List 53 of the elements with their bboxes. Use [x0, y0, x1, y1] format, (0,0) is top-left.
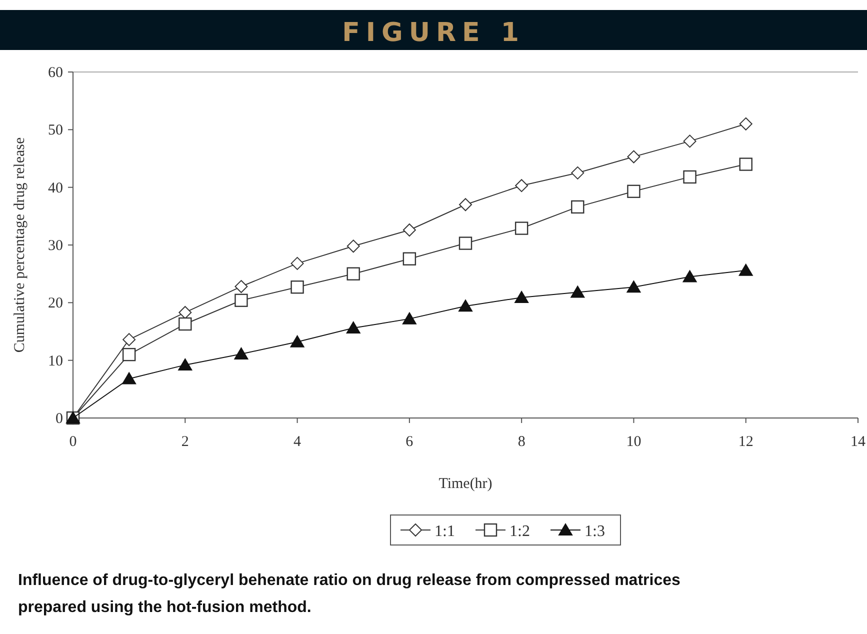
chart-title: FIGURE 1 — [342, 18, 525, 48]
point — [515, 179, 528, 192]
x-tick-label: 4 — [294, 434, 302, 450]
point — [458, 236, 472, 250]
point — [402, 224, 416, 237]
point — [458, 300, 472, 312]
y-axis-title: Cumulative percentage drug release — [12, 137, 28, 353]
x-tick-label: 14 — [850, 434, 866, 450]
point — [571, 200, 584, 214]
y-tick-label: 20 — [48, 296, 63, 312]
point — [626, 280, 641, 293]
point — [627, 184, 640, 198]
point — [290, 280, 304, 294]
y-tick-label: 0 — [56, 411, 63, 427]
y-tick-label: 40 — [48, 180, 63, 196]
point — [402, 312, 416, 324]
legend-label: 1:1 — [434, 523, 455, 540]
x-tick-label: 2 — [181, 434, 189, 450]
x-axis-title: Time(hr) — [438, 476, 492, 492]
point — [346, 267, 360, 280]
point — [290, 335, 304, 348]
x-tick-label: 0 — [69, 434, 77, 450]
point — [739, 158, 752, 171]
point — [514, 222, 528, 235]
point — [122, 372, 136, 384]
point — [570, 286, 585, 298]
y-tick-label: 30 — [48, 238, 63, 254]
legend-label: 1:2 — [510, 523, 530, 540]
point — [122, 333, 136, 346]
text: Influence of drug-to-glyceryl behenate ratio on drug release from compressed matrices prepared using the hot-fusion method. — [18, 572, 680, 616]
y-tick-label: 60 — [48, 65, 63, 81]
point — [682, 270, 697, 282]
y-tick-label: 50 — [48, 122, 63, 139]
point — [346, 322, 360, 334]
x-tick-label: 10 — [626, 434, 642, 450]
x-tick-label: 6 — [406, 434, 414, 450]
point — [178, 358, 192, 370]
point — [122, 348, 136, 362]
point — [738, 264, 753, 276]
point — [234, 347, 248, 360]
legend-label: 1:3 — [584, 523, 605, 540]
x-tick-label: 12 — [738, 434, 754, 450]
point — [234, 294, 248, 307]
point — [178, 317, 192, 331]
point — [402, 252, 416, 266]
point — [683, 170, 696, 184]
y-tick-label: 10 — [48, 353, 63, 370]
point — [514, 290, 529, 303]
point — [627, 150, 640, 164]
point — [346, 240, 360, 253]
x-tick-label: 8 — [518, 434, 526, 450]
point — [683, 134, 696, 148]
point — [571, 166, 584, 180]
